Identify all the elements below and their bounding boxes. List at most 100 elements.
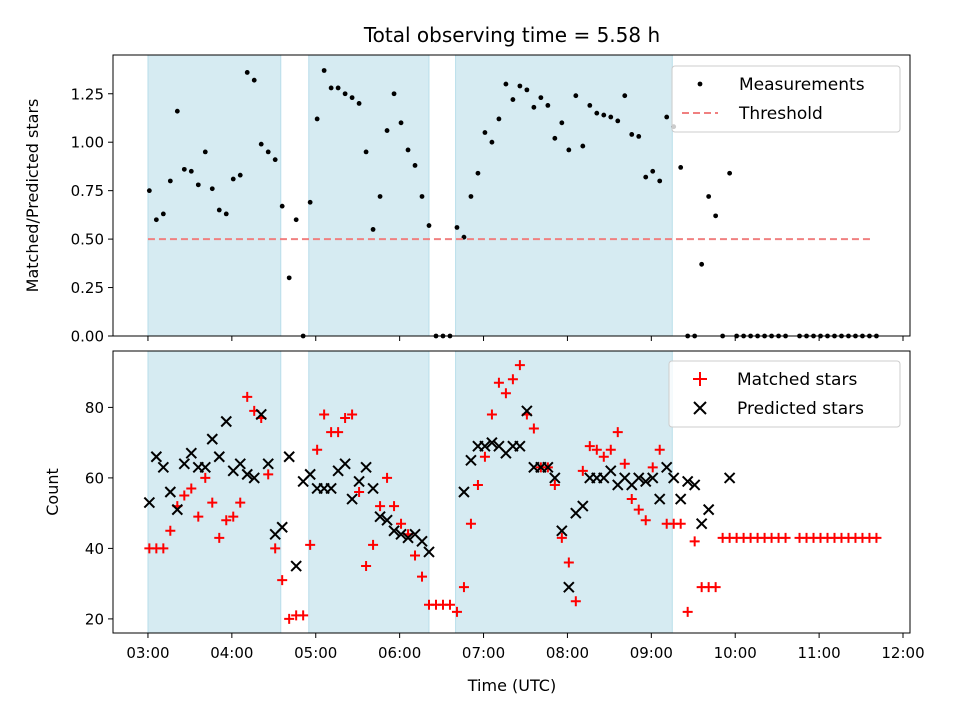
measurements-point [643, 174, 649, 180]
measurements-point [699, 261, 705, 267]
predicted-stars-point [563, 581, 575, 593]
predicted-stars-point [213, 451, 225, 463]
measurements-point [181, 166, 187, 172]
matched-stars-point [298, 610, 309, 621]
predicted-stars-point [185, 447, 198, 459]
matched-stars-point [417, 571, 428, 582]
ratio-panel-marks [146, 68, 879, 339]
ratio-panel-axes: 0.00 0.25 0.50 0.75 1.00 1.25 [71, 85, 904, 346]
matched-stars-point [633, 504, 644, 515]
matched-stars-point [375, 501, 386, 512]
predicted-stars-point [542, 461, 554, 474]
matched-stars-point [235, 497, 246, 508]
ratio-panel-shaded-intervals [147, 54, 673, 337]
matched-stars-point [647, 462, 658, 473]
matched-stars-point [312, 444, 323, 455]
matched-stars-point [361, 561, 372, 572]
predicted-stars-point [178, 458, 191, 470]
predicted-stars-point [633, 472, 645, 484]
measurements-point [188, 168, 194, 174]
y-tick-label: 0.00 [71, 328, 104, 346]
predicted-stars-point [556, 525, 568, 537]
measurements-point [244, 70, 250, 75]
measurements-point [209, 186, 215, 192]
predicted-legend-label: Predicted stars [737, 399, 864, 419]
measurements-point [146, 188, 152, 194]
matched-stars-point [284, 613, 295, 624]
measurements-point [503, 81, 509, 87]
measurements-point [223, 211, 229, 217]
measurements-point [405, 147, 411, 153]
predicted-legend-marker [693, 401, 707, 415]
observing-interval-3 [455, 350, 673, 634]
matched-stars-point [221, 515, 232, 526]
y-tick-label: 0.25 [71, 279, 104, 297]
y-tick-label: 20 [85, 610, 104, 628]
predicted-stars-point [521, 405, 533, 417]
predicted-stars-point [395, 528, 407, 541]
measurements-point [153, 217, 159, 223]
observing-interval-1 [147, 54, 282, 337]
count-panel-frame [112, 350, 911, 634]
predicted-stars-point [367, 482, 379, 495]
measurements-point [251, 77, 257, 83]
measurements-point [496, 116, 502, 122]
matched-stars-point [270, 543, 281, 554]
predicted-stars-point [702, 503, 715, 516]
matched-stars-point [619, 458, 630, 469]
matched-stars-point [871, 532, 882, 543]
matched-stars-point [563, 557, 574, 568]
predicted-stars-point [381, 514, 393, 526]
measurements-point [559, 120, 565, 126]
y-tick-label: 1.00 [71, 134, 104, 152]
measurements-point [454, 225, 460, 230]
matched-stars-point [675, 518, 686, 529]
matched-stars-point [528, 423, 539, 434]
matched-stars-point [347, 409, 358, 420]
x-tick-label: 11:00 [797, 644, 840, 662]
matched-stars-point [507, 374, 518, 385]
ratio-legend-frame [671, 65, 901, 133]
measurements-point [335, 85, 341, 91]
x-tick-label: 07:00 [462, 644, 505, 662]
matched-stars-point [186, 483, 197, 494]
y-tick-label: 60 [85, 469, 104, 487]
predicted-stars-point [339, 458, 351, 470]
measurements-point [314, 116, 320, 122]
matched-stars-point [612, 427, 623, 438]
predicted-stars-point [171, 503, 184, 516]
count-panel-y-axis-label: Count [43, 468, 62, 516]
measurements-point [566, 147, 572, 153]
measurements-point [601, 112, 607, 118]
matched-stars-point [158, 543, 169, 554]
measurements-point [524, 87, 530, 93]
matched-stars-point [277, 575, 288, 586]
predicted-stars-point [283, 451, 295, 463]
predicted-stars-point [674, 493, 687, 505]
measurements-point [713, 213, 719, 219]
measurements-point [195, 182, 201, 188]
measurements-point [615, 118, 621, 124]
predicted-stars-point [290, 560, 302, 572]
matched-legend-marker [693, 372, 707, 386]
count-panel-marks [143, 360, 882, 624]
measurements-point [237, 172, 243, 178]
measurements-point [545, 102, 551, 108]
predicted-stars-point [150, 451, 163, 463]
measurements-point [384, 128, 390, 133]
matched-stars-point [354, 487, 365, 497]
predicted-stars-point [164, 486, 177, 498]
measurements-point [230, 176, 236, 182]
measurements-point [321, 68, 327, 73]
predicted-stars-point [276, 521, 288, 533]
matched-stars-point [605, 444, 616, 455]
measurements-point [216, 207, 222, 213]
matched-stars-point [500, 388, 511, 399]
measurements-point [356, 101, 362, 106]
measurements-point [594, 110, 600, 116]
predicted-stars-point [304, 468, 316, 481]
predicted-stars-point [465, 454, 477, 466]
matched-stars-point [207, 497, 218, 508]
observing-interval-1 [147, 350, 282, 634]
measurements-point [538, 95, 544, 101]
